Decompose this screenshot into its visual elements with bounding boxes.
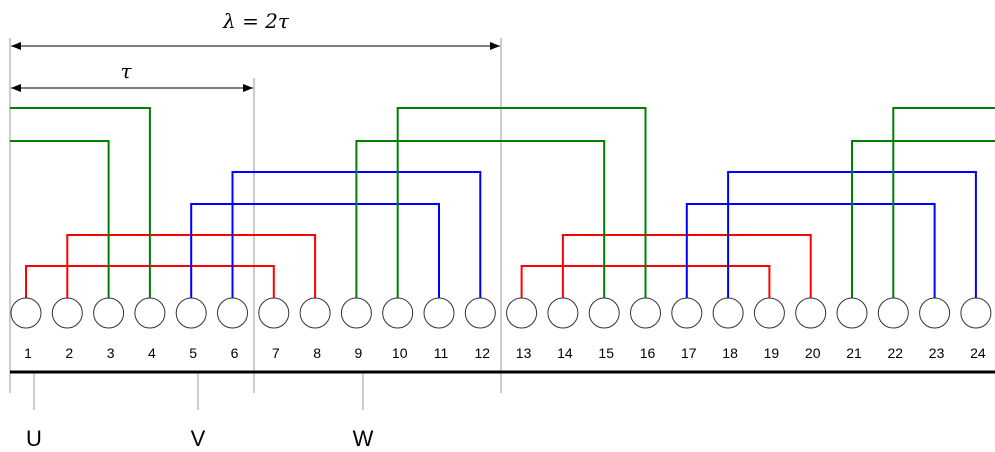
slot-number-17: 17 xyxy=(681,345,697,361)
phase-label-v: V xyxy=(191,426,206,451)
slot-15 xyxy=(588,297,620,329)
slot-number-14: 14 xyxy=(557,345,573,361)
coil-green-lead-4 xyxy=(10,107,151,298)
slot-7 xyxy=(258,297,290,329)
coil-green-lead-3 xyxy=(10,140,110,298)
slot-number-2: 2 xyxy=(65,345,73,361)
slot-4 xyxy=(134,297,166,329)
slot-number-7: 7 xyxy=(272,345,280,361)
slot-17 xyxy=(671,297,703,329)
coil-green-9-15 xyxy=(355,140,606,298)
slot-number-23: 23 xyxy=(929,345,945,361)
slot-number-13: 13 xyxy=(516,345,532,361)
slot-number-1: 1 xyxy=(24,345,32,361)
slot-row xyxy=(10,297,992,329)
winding-connections xyxy=(10,107,995,298)
coil-green-10-16 xyxy=(396,107,647,298)
slot-9 xyxy=(340,297,372,329)
slot-number-12: 12 xyxy=(475,345,491,361)
slot-24 xyxy=(960,297,992,329)
slot-number-8: 8 xyxy=(313,345,321,361)
slot-20 xyxy=(795,297,827,329)
lambda-label: λ = 2τ xyxy=(222,9,290,33)
slot-22 xyxy=(877,297,909,329)
slot-number-22: 22 xyxy=(888,345,904,361)
phase-label-w: W xyxy=(353,426,374,451)
slot-number-5: 5 xyxy=(189,345,197,361)
slot-number-15: 15 xyxy=(598,345,614,361)
slot-16 xyxy=(630,297,661,329)
coil-blue-5-11 xyxy=(190,203,440,298)
slot-number-16: 16 xyxy=(640,345,656,361)
slot-10 xyxy=(382,297,414,329)
slot-18 xyxy=(712,297,744,329)
coil-blue-17-23 xyxy=(685,203,936,298)
coil-green-lead-22 xyxy=(892,107,995,298)
slot-8 xyxy=(299,297,331,329)
slot-1 xyxy=(10,297,42,329)
phase-label-u: U xyxy=(26,426,42,451)
slot-14 xyxy=(547,297,579,329)
slot-11 xyxy=(423,297,455,329)
slot-number-11: 11 xyxy=(434,345,449,361)
slot-number-10: 10 xyxy=(392,345,408,361)
slot-number-21: 21 xyxy=(846,345,862,361)
slot-3 xyxy=(93,297,125,329)
slot-21 xyxy=(836,297,868,329)
coil-green-lead-21 xyxy=(851,140,995,298)
slot-number-19: 19 xyxy=(764,345,780,361)
slot-13 xyxy=(506,297,538,329)
slot-number-9: 9 xyxy=(355,345,363,361)
slot-number-row: 1 2 3 4 5 6 7 8 9 10 11 12 13 14 15 16 17 18 19 20 21 22 23 24 xyxy=(24,345,986,361)
slot-number-6: 6 xyxy=(231,345,239,361)
slot-5 xyxy=(175,297,207,329)
slot-number-18: 18 xyxy=(722,345,738,361)
slot-number-3: 3 xyxy=(107,345,115,361)
slot-19 xyxy=(753,297,785,329)
slot-number-24: 24 xyxy=(970,345,986,361)
guide-lines xyxy=(9,38,502,410)
slot-12 xyxy=(464,297,496,329)
slot-23 xyxy=(919,297,951,329)
slot-number-20: 20 xyxy=(805,345,821,361)
slot-number-4: 4 xyxy=(148,345,156,361)
slot-2 xyxy=(51,297,83,329)
slot-6 xyxy=(217,297,248,329)
tau-label: τ xyxy=(120,59,132,83)
